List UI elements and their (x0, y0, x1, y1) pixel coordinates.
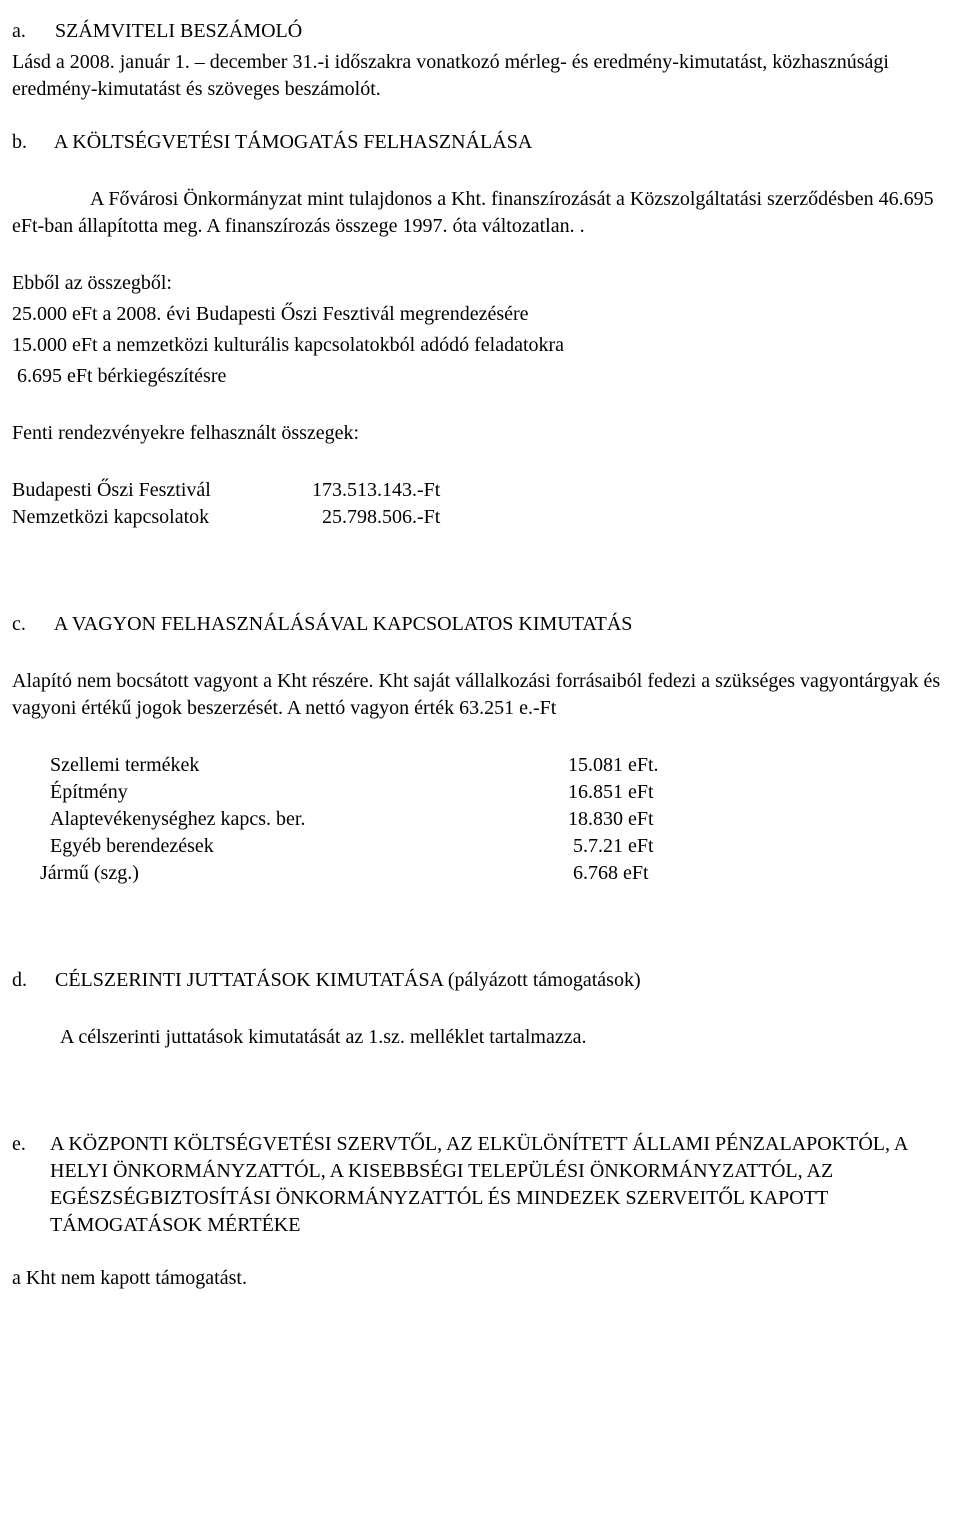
section-e: e. A KÖZPONTI KÖLTSÉGVETÉSI SZERVTŐL, AZ… (12, 1131, 948, 1292)
section-a-body: Lásd a 2008. január 1. – december 31.-i … (12, 49, 948, 103)
section-c-marker: c. (12, 611, 50, 638)
section-b-heading: b. A KÖLTSÉGVETÉSI TÁMOGATÁS FELHASZNÁLÁ… (12, 129, 948, 156)
section-d-heading: d. CÉLSZERINTI JUTTATÁSOK KIMUTATÁSA (pá… (12, 967, 948, 994)
asset-row: Szellemi termékek15.081 eFt. (50, 752, 948, 779)
used-row-2-value: 25.798.506.-Ft (312, 504, 440, 531)
asset-row: Alaptevékenységhez kapcs. ber.18.830 eFt (50, 806, 948, 833)
section-a-marker: a. (12, 18, 50, 45)
asset-label: Egyéb berendezések (50, 833, 568, 860)
section-c-title: A VAGYON FELHASZNÁLÁSÁVAL KAPCSOLATOS KI… (54, 613, 632, 635)
section-c-heading: c. A VAGYON FELHASZNÁLÁSÁVAL KAPCSOLATOS… (12, 611, 948, 638)
asset-label: Alaptevékenységhez kapcs. ber. (50, 806, 568, 833)
breakdown-line-1: 25.000 eFt a 2008. évi Budapesti Őszi Fe… (12, 301, 948, 328)
section-c: c. A VAGYON FELHASZNÁLÁSÁVAL KAPCSOLATOS… (12, 611, 948, 887)
breakdown-title: Ebből az összegből: (12, 270, 948, 297)
used-row-2: Nemzetközi kapcsolatok 25.798.506.-Ft (12, 504, 948, 531)
assets-list: Szellemi termékek15.081 eFt.Építmény16.8… (12, 752, 948, 887)
breakdown-line-2: 15.000 eFt a nemzetközi kulturális kapcs… (12, 332, 948, 359)
section-d-body: A célszerinti juttatások kimutatását az … (60, 1024, 948, 1051)
asset-label: Szellemi termékek (50, 752, 568, 779)
section-b: b. A KÖLTSÉGVETÉSI TÁMOGATÁS FELHASZNÁLÁ… (12, 129, 948, 531)
breakdown-line-3: 6.695 eFt bérkiegészítésre (12, 363, 948, 390)
section-e-marker: e. (12, 1131, 50, 1239)
section-b-body: A Fővárosi Önkormányzat mint tulajdonos … (12, 186, 948, 240)
section-d-title: CÉLSZERINTI JUTTATÁSOK KIMUTATÁSA (pályá… (55, 969, 641, 991)
section-a-title: SZÁMVITELI BESZÁMOLÓ (55, 20, 302, 42)
asset-row: Egyéb berendezések 5.7.21 eFt (50, 833, 948, 860)
asset-value: 18.830 eFt (568, 806, 654, 833)
used-row-1-value: 173.513.143.-Ft (312, 477, 440, 504)
asset-value: 16.851 eFt (568, 779, 654, 806)
asset-row: Építmény16.851 eFt (50, 779, 948, 806)
section-b-marker: b. (12, 129, 50, 156)
asset-label: Építmény (50, 779, 568, 806)
section-a: a. SZÁMVITELI BESZÁMOLÓ Lásd a 2008. jan… (12, 18, 948, 103)
section-b-body-text: A Fővárosi Önkormányzat mint tulajdonos … (12, 188, 934, 237)
used-amounts-title: Fenti rendezvényekre felhasznált összege… (12, 420, 948, 447)
used-row-1-label: Budapesti Őszi Fesztivál (12, 477, 312, 504)
asset-row: Jármű (szg.) 6.768 eFt (40, 860, 948, 887)
used-row-2-label: Nemzetközi kapcsolatok (12, 504, 312, 531)
section-e-body: a Kht nem kapott támogatást. (12, 1265, 948, 1292)
section-e-heading: e. A KÖZPONTI KÖLTSÉGVETÉSI SZERVTŐL, AZ… (12, 1131, 948, 1239)
section-c-body: Alapító nem bocsátott vagyont a Kht rész… (12, 668, 948, 722)
asset-label: Jármű (szg.) (40, 860, 568, 887)
asset-value: 5.7.21 eFt (568, 833, 654, 860)
used-row-1: Budapesti Őszi Fesztivál 173.513.143.-Ft (12, 477, 948, 504)
section-d-marker: d. (12, 967, 50, 994)
section-a-heading: a. SZÁMVITELI BESZÁMOLÓ (12, 18, 948, 45)
asset-value: 15.081 eFt. (568, 752, 659, 779)
section-d: d. CÉLSZERINTI JUTTATÁSOK KIMUTATÁSA (pá… (12, 967, 948, 1051)
section-e-title: A KÖZPONTI KÖLTSÉGVETÉSI SZERVTŐL, AZ EL… (50, 1131, 948, 1239)
asset-value: 6.768 eFt (568, 860, 649, 887)
section-b-title: A KÖLTSÉGVETÉSI TÁMOGATÁS FELHASZNÁLÁSA (54, 131, 532, 153)
